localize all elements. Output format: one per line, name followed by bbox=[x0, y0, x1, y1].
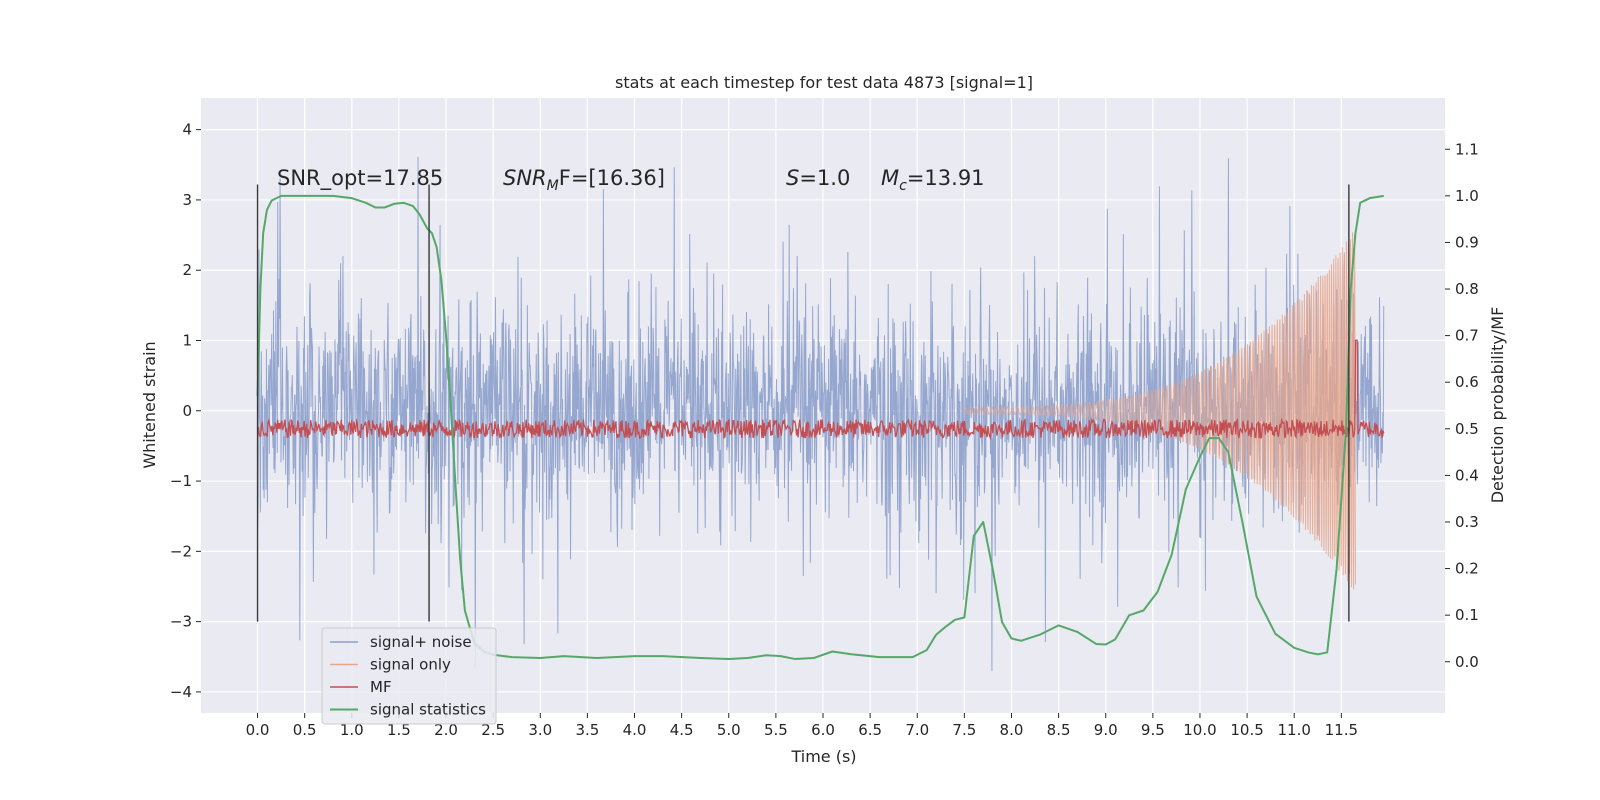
x-tick-label: 11.0 bbox=[1278, 721, 1311, 739]
y-tick-label: 1 bbox=[182, 331, 192, 349]
y2-tick-label: 0.9 bbox=[1455, 233, 1479, 251]
axes: 0.0 0.5 1.0 1.5 2.0 2.5 3.0 3.5 4.0 4.5 5.0 5.5 6.0 6… bbox=[170, 121, 1479, 739]
annotation-mc-symbol: M bbox=[881, 166, 899, 190]
y-tick-label: −2 bbox=[170, 542, 192, 560]
series-signal-only bbox=[963, 232, 1356, 590]
x-tick-label: 3.5 bbox=[575, 721, 599, 739]
x-tick-label: 0.0 bbox=[246, 721, 270, 739]
y2-tick-label: 0.4 bbox=[1455, 466, 1479, 484]
series-mf bbox=[256, 339, 1385, 441]
y-tick-label: −4 bbox=[170, 683, 192, 701]
x-tick-label: 3.0 bbox=[528, 721, 552, 739]
annotation-snr-mf-prefix: SNR bbox=[503, 166, 547, 190]
legend-label: signal+ noise bbox=[370, 633, 472, 651]
x-tick-label: 5.0 bbox=[717, 721, 741, 739]
legend-label: signal only bbox=[370, 656, 451, 674]
x-tick-label: 2.5 bbox=[481, 721, 505, 739]
y2-axis-label: Detection probability/MF bbox=[1488, 307, 1507, 504]
annotation-snr-opt: SNR_opt=17.85 bbox=[277, 166, 443, 191]
legend-label: signal statistics bbox=[370, 701, 486, 719]
x-tick-label: 1.5 bbox=[387, 721, 411, 739]
annotation-snr-mf-suffix: F=[16.36] bbox=[559, 166, 665, 190]
x-tick-label: 8.0 bbox=[1000, 721, 1024, 739]
x-tick-label: 6.5 bbox=[858, 721, 882, 739]
y2-tick-label: 1.0 bbox=[1455, 187, 1479, 205]
y-tick-label: 2 bbox=[182, 261, 192, 279]
annotation-s-value: =1.0 bbox=[799, 166, 850, 190]
x-tick-label: 8.5 bbox=[1047, 721, 1071, 739]
y-axis-label: Whitened strain bbox=[140, 341, 159, 468]
y2-tick-label: 0.1 bbox=[1455, 606, 1479, 624]
y2-tick-label: 0.8 bbox=[1455, 280, 1479, 298]
legend-box bbox=[321, 627, 497, 725]
annotation-mc: Mc=13.91 bbox=[881, 166, 985, 194]
legend: signal+ noise signal only MF signal statist… bbox=[321, 627, 497, 725]
x-tick-label: 2.0 bbox=[434, 721, 458, 739]
x-tick-label: 10.0 bbox=[1183, 721, 1216, 739]
annotation-s-symbol: S bbox=[786, 166, 799, 190]
x-tick-label: 11.5 bbox=[1325, 721, 1358, 739]
x-tick-label: 7.5 bbox=[952, 721, 976, 739]
x-tick-label: 5.5 bbox=[764, 721, 788, 739]
legend-label: MF bbox=[370, 678, 392, 696]
x-tick-label: 6.0 bbox=[811, 721, 835, 739]
y2-tick-label: 0.6 bbox=[1455, 373, 1479, 391]
x-tick-label: 9.5 bbox=[1141, 721, 1165, 739]
y-tick-label: −1 bbox=[170, 472, 192, 490]
plot-layer bbox=[256, 157, 1385, 671]
x-tick-label: 7.0 bbox=[905, 721, 929, 739]
chart-title: stats at each timestep for test data 487… bbox=[615, 73, 1033, 92]
series-signal-statistics bbox=[256, 194, 1384, 660]
y-tick-label: 0 bbox=[182, 402, 192, 420]
y2-tick-label: 0.5 bbox=[1455, 420, 1479, 438]
x-tick-label: 1.0 bbox=[340, 721, 364, 739]
x-tick-label: 4.5 bbox=[670, 721, 694, 739]
annotation-mc-sub: c bbox=[899, 178, 907, 194]
annotation-snr-mf: SNRMF=[16.36] bbox=[503, 166, 665, 194]
x-tick-label: 10.5 bbox=[1230, 721, 1263, 739]
annotation-s: S=1.0 bbox=[786, 166, 850, 190]
y2-tick-label: 0.2 bbox=[1455, 560, 1479, 578]
annotation-snr-mf-sub: M bbox=[547, 178, 559, 194]
x-tick-label: 0.5 bbox=[293, 721, 317, 739]
y-tick-label: −3 bbox=[170, 613, 192, 631]
annotation-mc-value: =13.91 bbox=[907, 166, 985, 190]
y2-tick-label: 0.0 bbox=[1455, 653, 1479, 671]
x-tick-label: 4.0 bbox=[623, 721, 647, 739]
y-tick-label: 4 bbox=[182, 121, 192, 139]
y2-tick-label: 0.7 bbox=[1455, 327, 1479, 345]
y2-tick-label: 1.1 bbox=[1455, 140, 1479, 158]
x-tick-label: 9.0 bbox=[1094, 721, 1118, 739]
y2-tick-label: 0.3 bbox=[1455, 513, 1479, 531]
x-axis-label: Time (s) bbox=[790, 747, 856, 766]
y-tick-label: 3 bbox=[182, 191, 192, 209]
